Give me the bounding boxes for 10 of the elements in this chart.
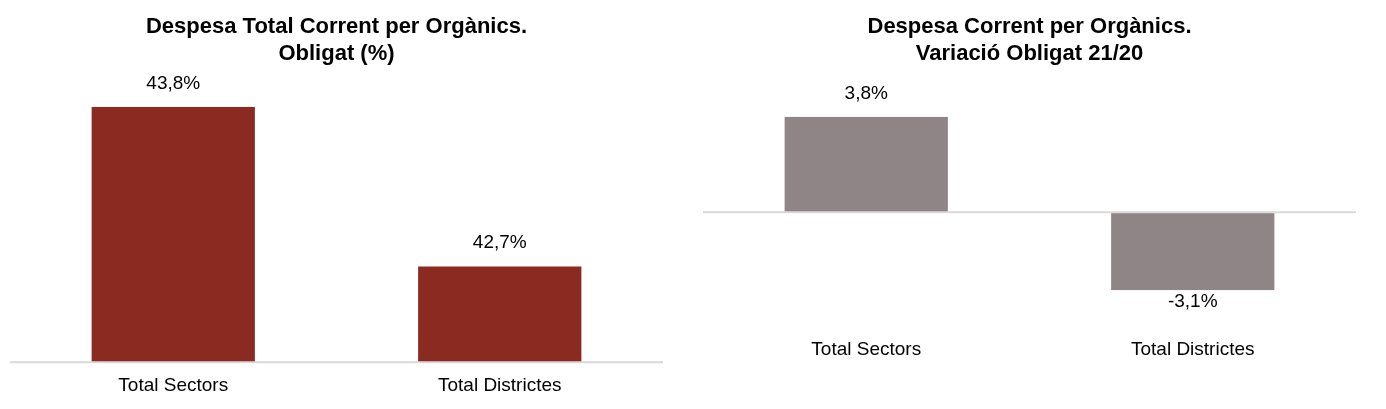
data-label: 3,8% bbox=[844, 81, 889, 103]
x-tick-label: Total Districtes bbox=[1130, 337, 1255, 359]
chart-title: Despesa Corrent per Orgànics. Variació Obligat 21/20 bbox=[867, 13, 1192, 65]
x-tick-label: Total Sectors bbox=[811, 337, 922, 359]
data-label: 43,8% bbox=[146, 71, 201, 93]
data-label: 42,7% bbox=[472, 231, 527, 253]
chart-title: Despesa Total Corrent per Orgànics. Obligat (%) bbox=[145, 13, 528, 65]
x-tick-label: Total Districtes bbox=[437, 373, 562, 395]
x-tick-label: Total Sectors bbox=[118, 373, 229, 395]
data-label: -3,1% bbox=[1167, 289, 1218, 311]
